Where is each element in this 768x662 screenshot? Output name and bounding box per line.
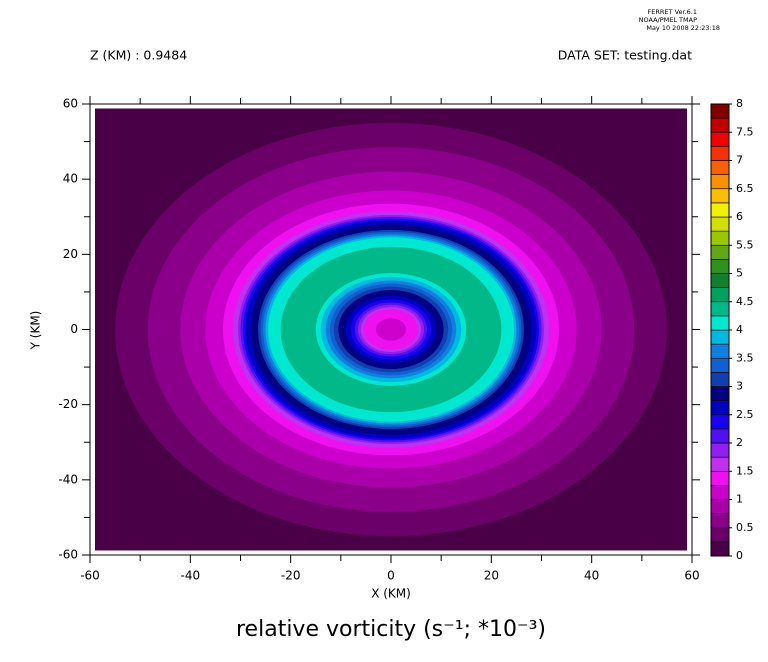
colorbar-tick-label: 1 bbox=[736, 493, 743, 506]
x-axis-label: X (KM) bbox=[371, 587, 411, 601]
colorbar-tick-label: 5 bbox=[736, 267, 743, 280]
colorbar-tick-label: 2 bbox=[736, 436, 743, 449]
x-tick-label: 60 bbox=[684, 569, 699, 583]
contour-band bbox=[375, 318, 407, 341]
x-tick-label: 20 bbox=[484, 569, 499, 583]
colorbar-band bbox=[710, 428, 730, 444]
colorbar-band bbox=[710, 287, 730, 303]
x-tick-label: 40 bbox=[584, 569, 599, 583]
colorbar-band bbox=[710, 259, 730, 274]
colorbar-band bbox=[710, 301, 730, 317]
header-line: May 10 2008 22:23:18 bbox=[646, 24, 720, 32]
colorbar-band bbox=[710, 230, 730, 246]
colorbar-tick-label: 3.5 bbox=[736, 351, 754, 364]
y-tick-label: 40 bbox=[63, 172, 78, 186]
x-tick-label: 0 bbox=[387, 569, 395, 583]
colorbar-band bbox=[710, 372, 730, 387]
subtitle-right: DATA SET: testing.dat bbox=[558, 48, 692, 63]
colorbar-band bbox=[710, 541, 730, 557]
colorbar-band bbox=[710, 202, 730, 218]
y-tick-label: -60 bbox=[58, 548, 78, 562]
colorbar-band bbox=[710, 485, 730, 500]
colorbar-band bbox=[710, 273, 730, 288]
colorbar-band bbox=[710, 315, 730, 331]
colorbar-band bbox=[710, 357, 730, 373]
colorbar-band bbox=[710, 103, 730, 119]
colorbar-band bbox=[710, 527, 730, 543]
colorbar-band bbox=[710, 244, 730, 260]
colorbar-band bbox=[710, 174, 730, 190]
subtitle-left: Z (KM) : 0.9484 bbox=[90, 48, 187, 63]
colorbar-band bbox=[710, 117, 730, 133]
y-tick-label: -40 bbox=[58, 472, 78, 486]
y-tick-label: 60 bbox=[63, 97, 78, 111]
x-tick-label: -20 bbox=[281, 569, 301, 583]
header-line: NOAA/PMEL TMAP bbox=[639, 16, 697, 24]
colorbar-tick-label: 2.5 bbox=[736, 408, 754, 421]
y-tick-label: 0 bbox=[70, 322, 78, 336]
colorbar-tick-label: 3 bbox=[736, 380, 743, 393]
colorbar-tick-label: 6.5 bbox=[736, 182, 754, 195]
y-tick-label: 20 bbox=[63, 247, 78, 261]
colorbar-tick-label: 7.5 bbox=[736, 125, 754, 138]
colorbar-tick-label: 8 bbox=[736, 97, 743, 110]
chart-title: relative vorticity (s⁻¹; *10⁻³) bbox=[236, 617, 546, 642]
colorbar-band bbox=[710, 188, 730, 204]
colorbar-band bbox=[710, 160, 730, 175]
colorbar-band bbox=[710, 414, 730, 430]
y-axis-label: Y (KM) bbox=[29, 311, 43, 351]
colorbar-tick-label: 1.5 bbox=[736, 464, 754, 477]
colorbar-tick-label: 0 bbox=[736, 549, 743, 562]
colorbar-band bbox=[710, 442, 730, 458]
colorbar-band bbox=[710, 499, 730, 514]
y-tick-label: -20 bbox=[58, 397, 78, 411]
colorbar-band bbox=[710, 470, 730, 486]
contour-field bbox=[95, 105, 687, 551]
colorbar-tick-label: 5.5 bbox=[736, 238, 754, 251]
colorbar-band bbox=[710, 146, 730, 161]
colorbar-tick-label: 6 bbox=[736, 210, 743, 223]
x-tick-label: -40 bbox=[181, 569, 201, 583]
colorbar-tick-label: 0.5 bbox=[736, 521, 754, 534]
colorbar-band bbox=[710, 386, 730, 401]
colorbar-band bbox=[710, 216, 730, 232]
colorbar-band bbox=[710, 400, 730, 416]
colorbar-band bbox=[710, 343, 730, 359]
colorbar-tick-label: 4 bbox=[736, 323, 743, 336]
colorbar-band bbox=[710, 329, 730, 345]
header-line: FERRET Ver.6.1 bbox=[648, 8, 697, 16]
colorbar-band bbox=[710, 131, 730, 147]
colorbar-tick-label: 4.5 bbox=[736, 295, 754, 308]
colorbar-band bbox=[710, 513, 730, 529]
colorbar-tick-label: 7 bbox=[736, 154, 743, 167]
colorbar-band bbox=[710, 456, 730, 472]
x-tick-label: -60 bbox=[80, 569, 100, 583]
